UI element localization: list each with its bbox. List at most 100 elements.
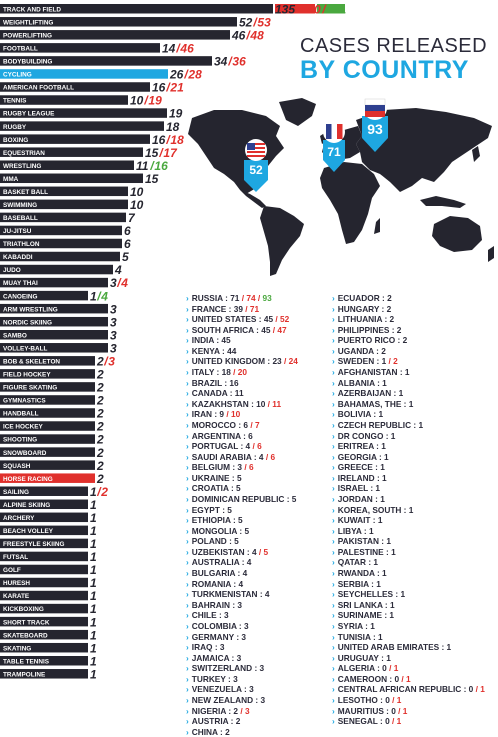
country-name: PALESTINE : [337,546,392,557]
bar-row-tennis: TENNIS 10/19 [0,94,162,108]
country-row: › AFGHANISTAN : 1 [332,367,485,378]
bar-row-volley-ball: VOLLEY-BALL 3 [0,341,117,355]
chevron-right-icon: › [186,377,189,388]
country-name: TURKEY : [191,673,234,684]
country-value: 39 [233,303,243,314]
country-row: › ALBANIA : 1 [332,378,485,389]
bar-segment [0,290,88,301]
country-value: 2 [233,705,239,716]
country-row: › IRAN : 9 / 10 [186,409,298,420]
country-value: 6 [257,441,262,452]
country-value: 1 [402,705,408,716]
value-separator: / [230,367,238,378]
chevron-right-icon: › [332,303,335,314]
bar-segment [0,499,88,510]
bar-row-canoeing: CANOEING 1/4 [0,289,108,303]
country-value: 1 [391,546,396,557]
bar-row-golf: GOLF 1 [0,563,97,577]
bar-value-label: 2 [96,368,104,382]
country-name: AFGHANISTAN : [337,367,405,378]
bar-value-label: 3 [108,354,115,368]
bar-value-separator: / [321,2,327,16]
bar-segment [0,577,88,588]
country-row: › KENYA : 44 [186,346,298,357]
bar-value-separator: / [158,146,164,160]
country-row: › QATAR : 1 [332,557,485,568]
country-row: › MAURITIUS : 0 / 1 [332,706,485,717]
country-name: ALBANIA : [337,377,383,388]
bar-segment [0,408,95,418]
chevron-right-icon: › [186,631,189,642]
country-value: 5 [236,483,241,494]
country-name: URUGUAY : [337,652,387,663]
bar-segment [0,277,108,288]
country-row: › POLAND : 5 [186,536,298,547]
bar-value-label: 3 [110,302,117,316]
bar-value-label: 46 [231,28,246,42]
bar-value-label: 140 [301,2,321,16]
bar-value-label: 52 [239,15,253,29]
sport-label: VOLLEY-BALL [3,345,47,352]
bar-segment [0,173,143,184]
country-row: › CHILE : 3 [186,610,298,621]
bar-value-label: 1 [90,524,97,538]
bar-value-label: 10 [130,185,144,199]
bar-value-label: 2 [96,472,104,486]
sport-label: TRACK AND FIELD [3,6,61,13]
bar-segment [0,121,164,131]
bar-row-rugby: RUGBY 18 [0,120,180,134]
chevron-right-icon: › [186,356,189,367]
country-value: 71 [230,293,240,303]
value-separator: / [255,293,263,303]
country-row: › UGANDA : 2 [332,346,485,357]
chevron-right-icon: › [332,356,335,367]
country-value: 1 [386,652,391,663]
value-separator: / [273,314,280,325]
bar-value-label: 3 [110,315,117,329]
country-row: › CAMEROON : 0 / 1 [332,674,485,685]
title-line-2: BY COUNTRY [300,56,469,84]
country-name: UKRAINE : [191,472,237,483]
country-name: AUSTRIA : [191,716,236,727]
bar-segment [0,303,108,314]
country-value: 16 [229,377,239,388]
country-name: KAZAKHSTAN : [191,398,257,409]
country-row: › UZBEKISTAN : 4 / 5 [186,547,298,558]
country-value: 1 [408,398,414,409]
country-row: › IRELAND : 1 [332,473,485,484]
chevron-right-icon: › [186,462,189,473]
bar-value-separator: / [149,159,155,173]
bar-row-ice-hockey: ICE HOCKEY 2 [0,420,104,434]
sport-label: BOXING [3,137,28,144]
bar-row-american-football: AMERICAN FOOTBALL 16/21 [0,81,184,95]
bar-value-separator: / [103,354,109,368]
value-separator: / [473,684,481,695]
sport-label: WEIGHTLIFTING [3,19,53,26]
country-row: › SYRIA : 1 [332,621,485,632]
chevron-right-icon: › [186,293,189,303]
country-row: › SEYCHELLES : 1 [332,589,485,600]
sport-label: SHOOTING [3,437,37,444]
country-row: › ECUADOR : 2 [332,293,485,304]
chevron-right-icon: › [186,599,189,610]
country-value: 23 [272,356,282,367]
country-value: 6 [248,462,254,473]
bar-value-label: 135 [275,2,295,16]
country-value: 74 [246,293,256,303]
chevron-right-icon: › [186,705,189,716]
country-name: SOUTH AFRICA : [191,324,262,335]
bar-segment [0,264,113,275]
sport-label: SQUASH [3,463,31,470]
bar-segment [0,669,88,679]
chevron-right-icon: › [186,451,189,462]
country-value: 45 [263,314,274,325]
country-row: › ROMANIA : 4 [186,579,298,590]
country-row: › VENEZUELA : 3 [186,684,298,695]
chevron-right-icon: › [332,620,335,631]
sport-label: MUAY THAI [3,280,38,287]
country-value: 7 [254,419,260,430]
country-row: › SURINAME : 1 [332,610,485,621]
bar-value-label: 2 [100,485,108,499]
country-row: › CANADA : 11 [186,388,298,399]
bar-row-muay-thai: MUAY THAI 3/4 [0,276,128,290]
